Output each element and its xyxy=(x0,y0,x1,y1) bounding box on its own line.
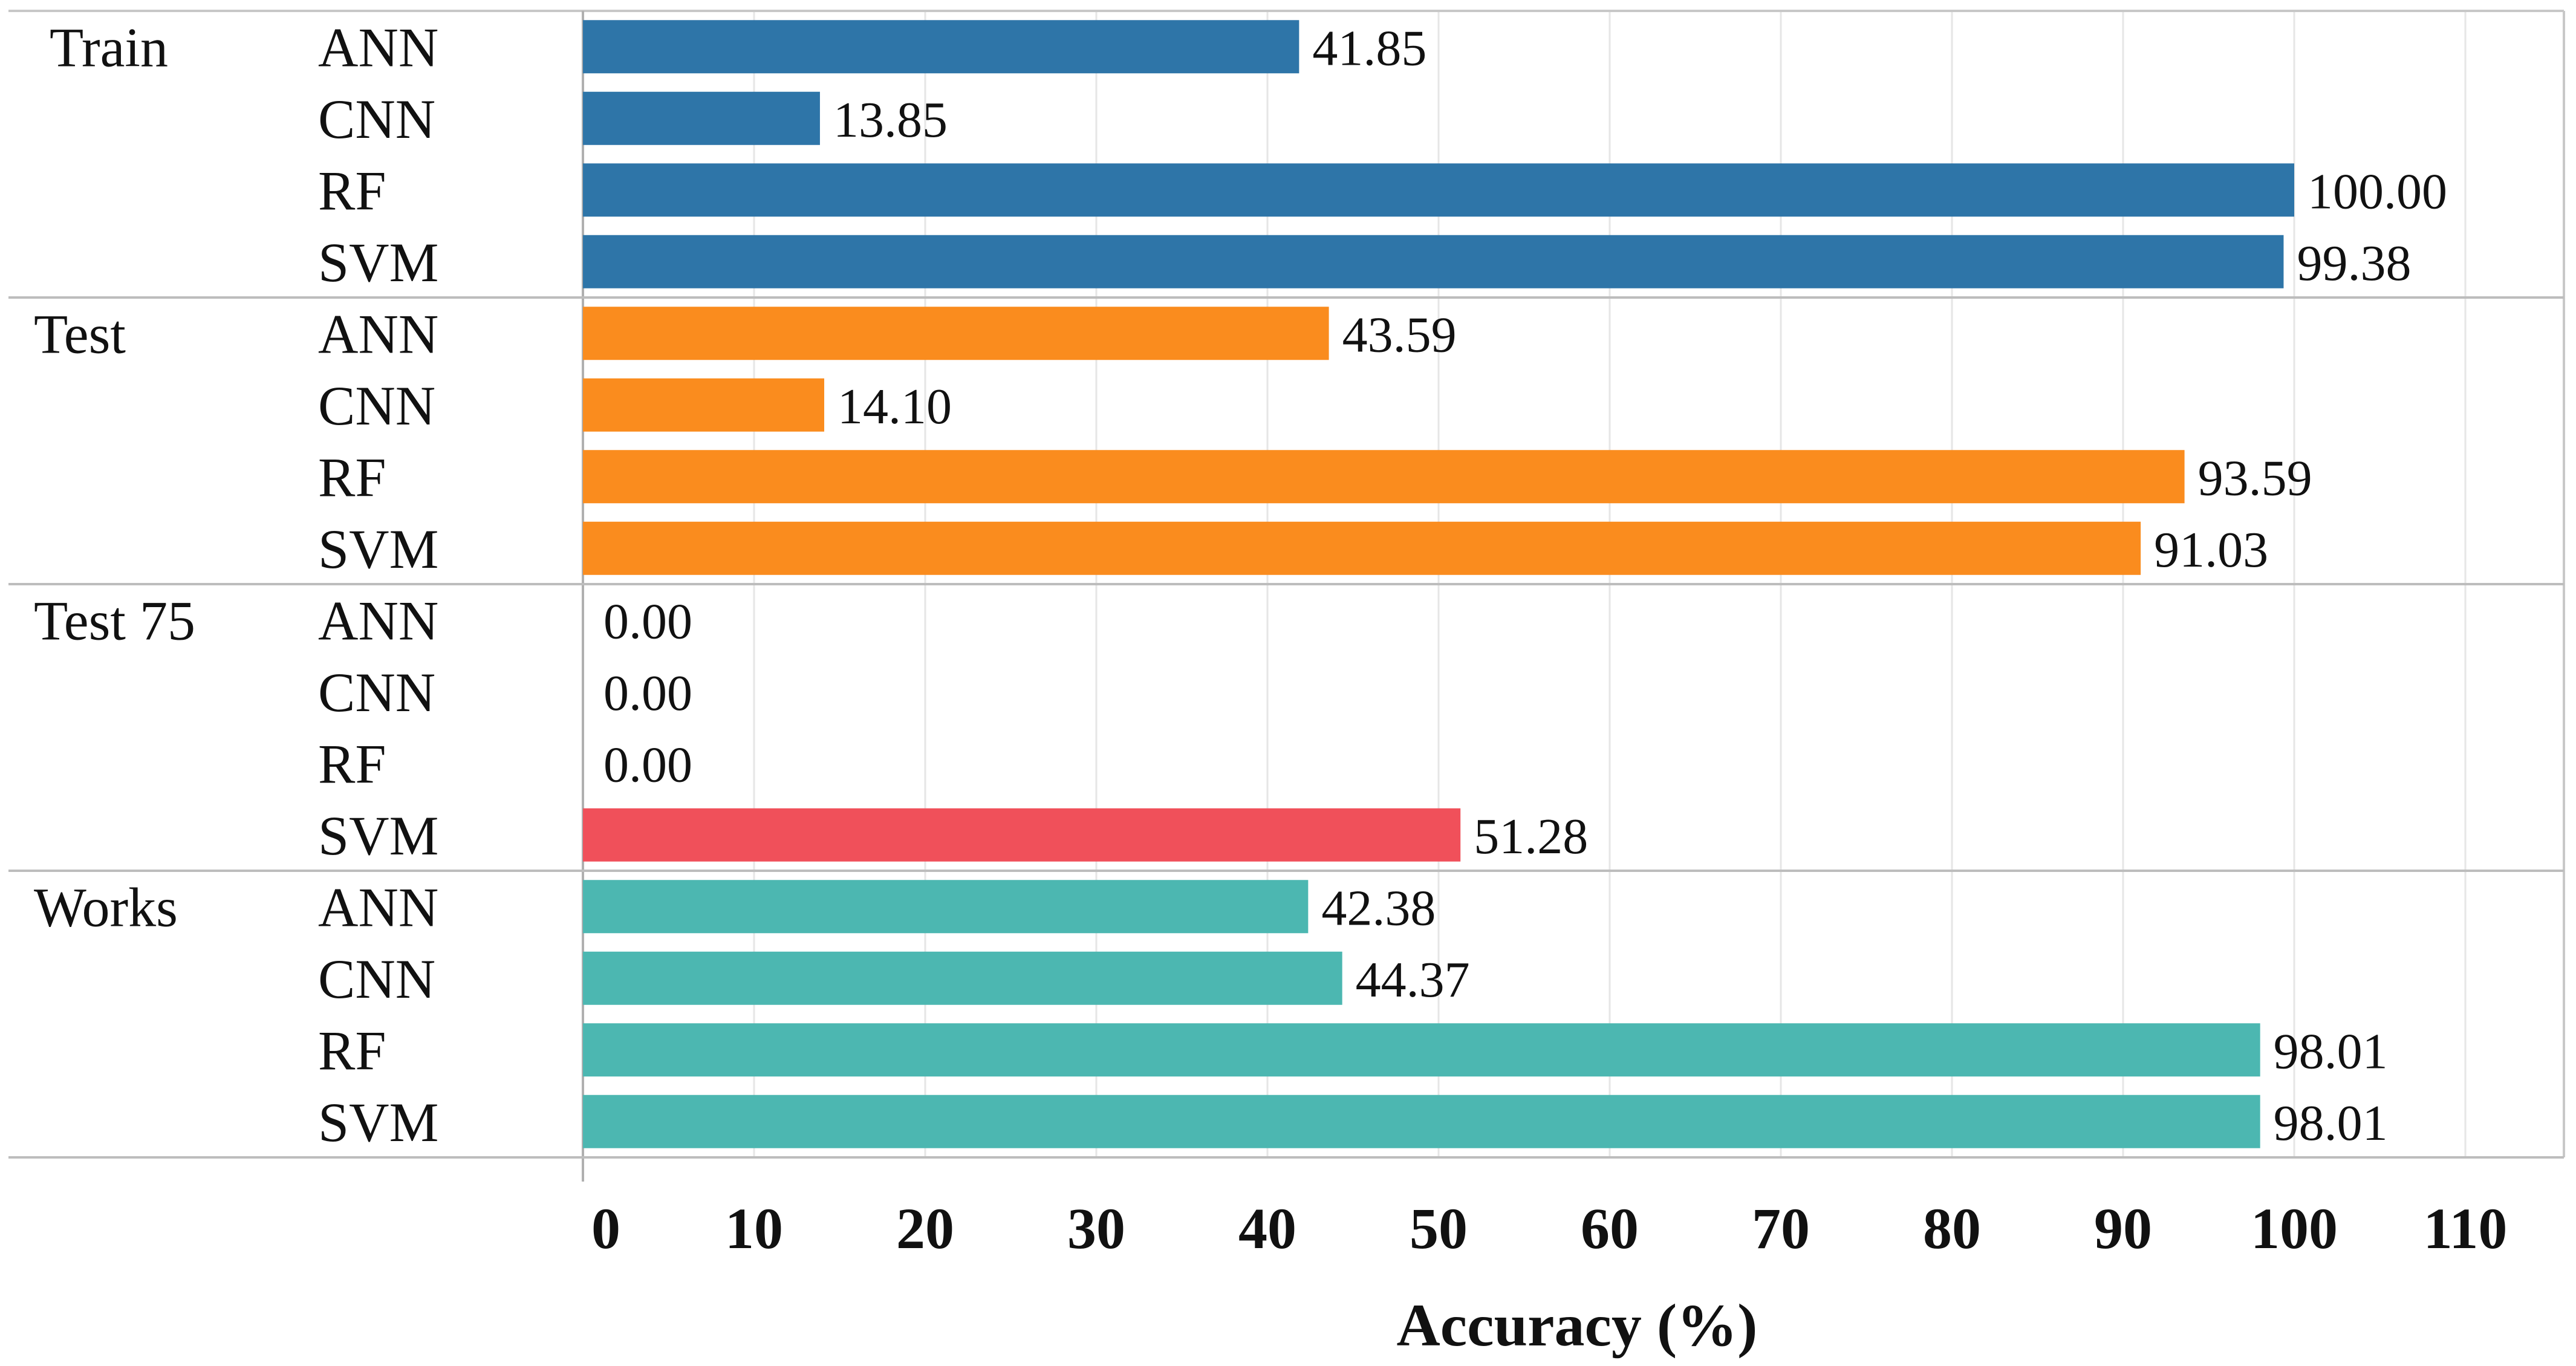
bar-3-1 xyxy=(583,951,1342,1005)
value-label-0-1: 13.85 xyxy=(833,92,948,148)
x-tick-70: 70 xyxy=(1752,1196,1810,1261)
x-tick-60: 60 xyxy=(1581,1196,1639,1261)
bar-2-3 xyxy=(583,808,1461,862)
x-tick-10: 10 xyxy=(725,1196,783,1261)
x-tick-90: 90 xyxy=(2094,1196,2152,1261)
value-label-1-0: 43.59 xyxy=(1342,307,1457,363)
bar-1-0 xyxy=(583,307,1329,360)
x-tick-30: 30 xyxy=(1067,1196,1125,1261)
group-label-1: Test xyxy=(34,303,126,365)
bar-3-2 xyxy=(583,1023,2260,1077)
value-label-3-1: 44.37 xyxy=(1356,952,1470,1008)
value-label-1-2: 93.59 xyxy=(2198,450,2312,506)
value-label-3-2: 98.01 xyxy=(2274,1023,2388,1079)
model-label-0-1: CNN xyxy=(318,88,435,150)
value-label-2-2: 0.00 xyxy=(603,737,692,793)
x-axis-title: Accuracy (%) xyxy=(1397,1292,1758,1359)
model-label-2-1: CNN xyxy=(318,662,435,723)
bar-0-3 xyxy=(583,235,2284,288)
group-label-0: Train xyxy=(50,16,168,78)
bar-1-2 xyxy=(583,450,2185,504)
value-label-1-3: 91.03 xyxy=(2154,522,2268,578)
model-label-1-3: SVM xyxy=(318,518,438,580)
x-axis-ticks: 0 10 20 30 40 50 60 70 80 90 100 110 xyxy=(591,1196,2507,1261)
model-label-3-1: CNN xyxy=(318,948,435,1010)
model-label-2-2: RF xyxy=(318,733,386,795)
x-tick-110: 110 xyxy=(2424,1196,2508,1261)
value-label-0-2: 100.00 xyxy=(2308,163,2447,220)
x-tick-0: 0 xyxy=(591,1196,620,1261)
x-tick-80: 80 xyxy=(1923,1196,1981,1261)
value-label-2-0: 0.00 xyxy=(603,593,692,649)
value-label-0-3: 99.38 xyxy=(2297,235,2411,291)
bars xyxy=(583,20,2294,1148)
model-label-1-2: RF xyxy=(318,446,386,508)
model-label-1-1: CNN xyxy=(318,375,435,437)
value-label-1-1: 14.10 xyxy=(838,379,952,435)
bar-0-1 xyxy=(583,91,820,145)
group-label-2: Test 75 xyxy=(34,590,195,651)
bar-1-3 xyxy=(583,521,2141,575)
model-label-2-0: ANN xyxy=(318,590,438,651)
labels: Train ANN 41.85 CNN 13.85 RF 100.00 SVM 99.38 Tes… xyxy=(34,16,2447,1153)
value-label-2-3: 51.28 xyxy=(1474,808,1588,865)
value-label-3-0: 42.38 xyxy=(1321,880,1436,936)
value-label-0-0: 41.85 xyxy=(1312,20,1426,76)
model-label-0-3: SVM xyxy=(318,232,438,293)
model-label-0-2: RF xyxy=(318,160,386,221)
model-label-2-3: SVM xyxy=(318,805,438,867)
x-tick-40: 40 xyxy=(1238,1196,1296,1261)
x-tick-50: 50 xyxy=(1410,1196,1468,1261)
bar-1-1 xyxy=(583,378,825,432)
x-tick-20: 20 xyxy=(896,1196,954,1261)
bar-0-0 xyxy=(583,20,1299,74)
value-label-3-3: 98.01 xyxy=(2274,1095,2388,1151)
model-label-1-0: ANN xyxy=(318,303,438,365)
model-label-0-0: ANN xyxy=(318,16,438,78)
model-label-3-0: ANN xyxy=(318,876,438,938)
group-label-3: Works xyxy=(34,876,178,938)
bar-3-0 xyxy=(583,880,1309,934)
x-tick-100: 100 xyxy=(2251,1196,2338,1261)
model-label-3-2: RF xyxy=(318,1020,386,1081)
model-label-3-3: SVM xyxy=(318,1091,438,1153)
bar-0-2 xyxy=(583,163,2294,217)
value-label-2-1: 0.00 xyxy=(603,665,692,721)
group-separators xyxy=(8,10,2565,1182)
bar-3-3 xyxy=(583,1094,2260,1148)
